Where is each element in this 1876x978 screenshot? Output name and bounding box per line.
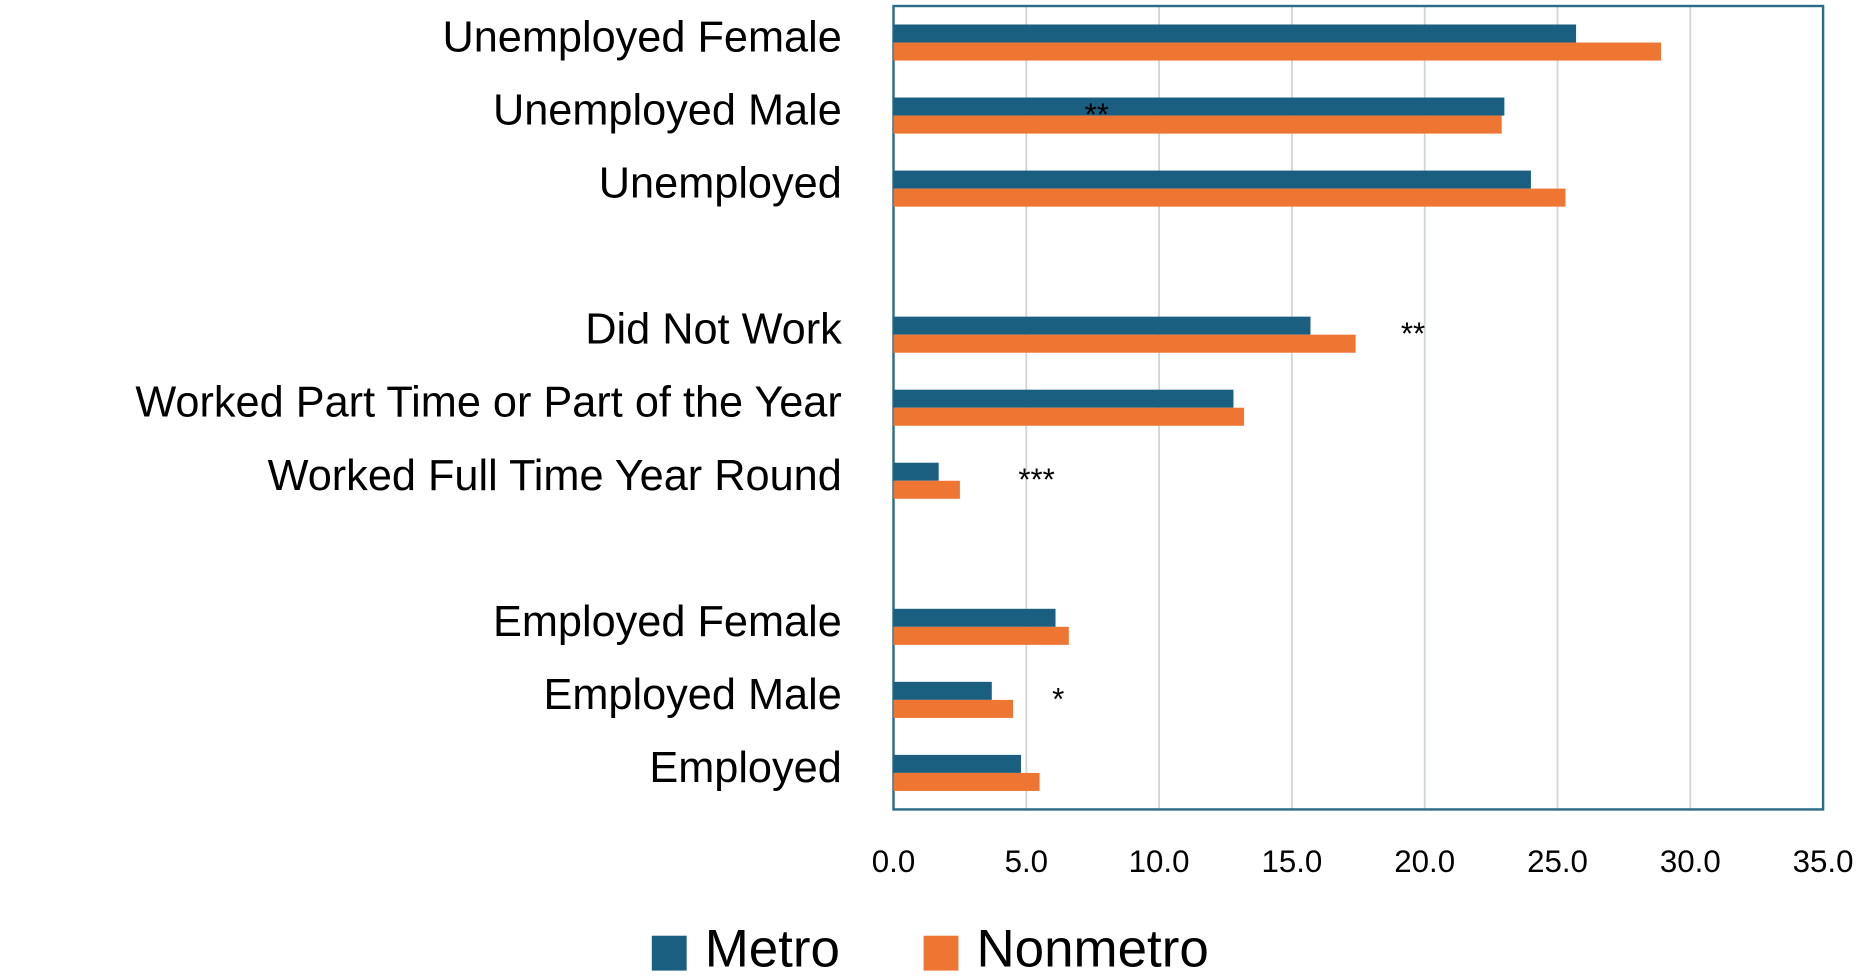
x-tick-label: 30.0 — [1660, 844, 1721, 879]
bar — [893, 462, 939, 481]
x-tick-label: 0.0 — [872, 844, 915, 879]
bar — [893, 24, 1577, 43]
annotation: ** — [1085, 97, 1109, 132]
bar — [893, 699, 1014, 718]
y-tick-label: Unemployed Male — [493, 87, 842, 135]
y-tick-label: Worked Part Time or Part of the Year — [135, 379, 841, 427]
bar — [893, 97, 1505, 116]
bar — [893, 115, 1502, 134]
y-tick-label: Unemployed Female — [442, 14, 841, 62]
legend-label: Metro — [705, 920, 840, 973]
x-tick-label: 35.0 — [1793, 844, 1854, 879]
bar — [893, 334, 1356, 353]
x-tick-label: 20.0 — [1394, 844, 1455, 879]
y-tick-label: Employed Female — [493, 598, 842, 646]
bar — [893, 389, 1234, 408]
bar — [893, 608, 1056, 627]
bar — [893, 626, 1069, 645]
x-tick-label: 25.0 — [1527, 844, 1588, 879]
x-tick-label: 10.0 — [1129, 844, 1190, 879]
bar — [893, 407, 1245, 426]
annotation: *** — [1018, 462, 1054, 497]
y-tick-label: Did Not Work — [585, 306, 842, 354]
y-tick-label: Employed Male — [544, 671, 842, 719]
annotation: * — [1052, 681, 1064, 716]
bar — [893, 170, 1531, 189]
annotation: ** — [1401, 316, 1425, 351]
bar — [893, 188, 1566, 207]
y-tick-label: Employed — [649, 744, 841, 792]
y-tick-label: Worked Full Time Year Round — [268, 452, 842, 500]
legend-swatch — [651, 935, 687, 971]
bar — [893, 42, 1662, 61]
x-tick-label: 15.0 — [1261, 844, 1322, 879]
x-tick-label: 5.0 — [1005, 844, 1048, 879]
bar — [893, 754, 1021, 773]
bar — [893, 480, 960, 499]
legend-label: Nonmetro — [976, 920, 1208, 973]
legend-swatch — [923, 935, 959, 971]
y-tick-label: Unemployed — [599, 160, 842, 208]
bar — [893, 772, 1040, 791]
bar — [893, 681, 992, 700]
bar — [893, 316, 1311, 335]
